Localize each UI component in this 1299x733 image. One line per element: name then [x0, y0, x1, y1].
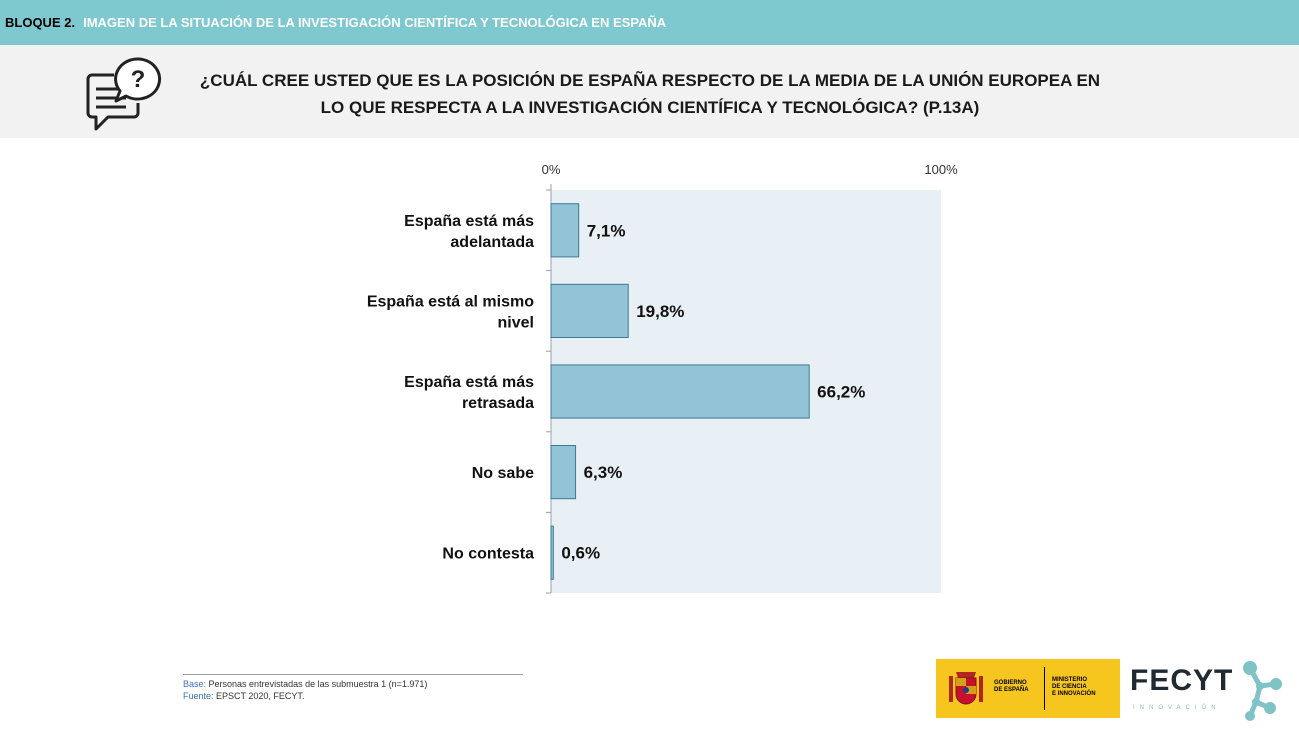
fecyt-molecule-icon: [1243, 661, 1282, 721]
bar-chart: 0% 100% 7,1% España está más adelantada 19,8%…: [367, 162, 958, 594]
base-text: Personas entrevistadas de las submuestra…: [208, 679, 428, 689]
data-label: 66,2%: [817, 383, 865, 402]
base-note: Base: Personas entrevistadas de las subm…: [183, 678, 523, 690]
bar: [550, 445, 577, 500]
fecyt-sub: INNOVACIÓN: [1133, 705, 1221, 711]
logo-divider: [1044, 667, 1045, 710]
category-label: adelantada: [450, 234, 534, 251]
chat-question-icon: ?: [86, 57, 162, 131]
svg-text:?: ?: [131, 66, 146, 93]
data-label: 6,3%: [584, 463, 623, 482]
category-label: No sabe: [472, 465, 534, 482]
gobierno-text: GOBIERNO DE ESPAÑA: [994, 680, 1029, 694]
fecyt-name: FECYT: [1130, 664, 1234, 697]
source-key: Fuente:: [183, 691, 214, 701]
data-label: 7,1%: [587, 221, 626, 240]
category-label: España está al mismo: [367, 293, 534, 310]
bar: [550, 364, 810, 419]
category-label: España está más: [404, 213, 534, 230]
gobierno-logo: GOBIERNO DE ESPAÑA MINISTERIO DE CIENCIA…: [936, 659, 1120, 718]
x-tick-label: 0%: [542, 162, 561, 177]
source-text: EPSCT 2020, FECYT.: [216, 691, 305, 701]
question-text: ¿CUÁL CREE USTED QUE ES LA POSICIÓN DE E…: [170, 67, 1130, 121]
category-label: España está más: [404, 374, 534, 391]
bar: [550, 525, 554, 580]
question-line-2: LO QUE RESPECTA A LA INVESTIGACIÓN CIENT…: [320, 98, 980, 117]
footer-note: Base: Personas entrevistadas de las subm…: [183, 674, 523, 702]
base-key: Base:: [183, 679, 207, 689]
min-line-2: DE CIENCIA: [1052, 684, 1087, 690]
bar: [550, 283, 629, 338]
category-label: No contesta: [442, 546, 534, 563]
header-bar: BLOQUE 2. IMAGEN DE LA SITUACIÓN DE LA I…: [0, 0, 1299, 45]
min-line-3: E INNOVACIÓN: [1052, 691, 1096, 697]
question-line-1: ¿CUÁL CREE USTED QUE ES LA POSICIÓN DE E…: [199, 71, 1101, 90]
category-label: nivel: [498, 314, 534, 331]
min-line-1: MINISTERIO: [1052, 677, 1088, 683]
bar: [550, 203, 580, 258]
data-label: 19,8%: [636, 302, 684, 321]
ministerio-text: MINISTERIO DE CIENCIA E INNOVACIÓN: [1052, 677, 1096, 698]
question-band: ? ¿CUÁL CREE USTED QUE ES LA POSICIÓN DE…: [0, 45, 1299, 138]
gov-line-1: GOBIERNO: [994, 680, 1027, 686]
category-label: retrasada: [462, 395, 534, 412]
x-tick-label: 100%: [924, 162, 958, 177]
coat-of-arms-icon: [949, 672, 983, 705]
data-label: 0,6%: [561, 544, 600, 563]
source-note: Fuente: EPSCT 2020, FECYT.: [183, 690, 523, 702]
fecyt-logo: FECYT INNOVACIÓN: [1130, 658, 1290, 722]
block-title: IMAGEN DE LA SITUACIÓN DE LA INVESTIGACI…: [83, 15, 667, 30]
gov-line-2: DE ESPAÑA: [994, 687, 1029, 693]
block-label: BLOQUE 2.: [5, 15, 76, 30]
